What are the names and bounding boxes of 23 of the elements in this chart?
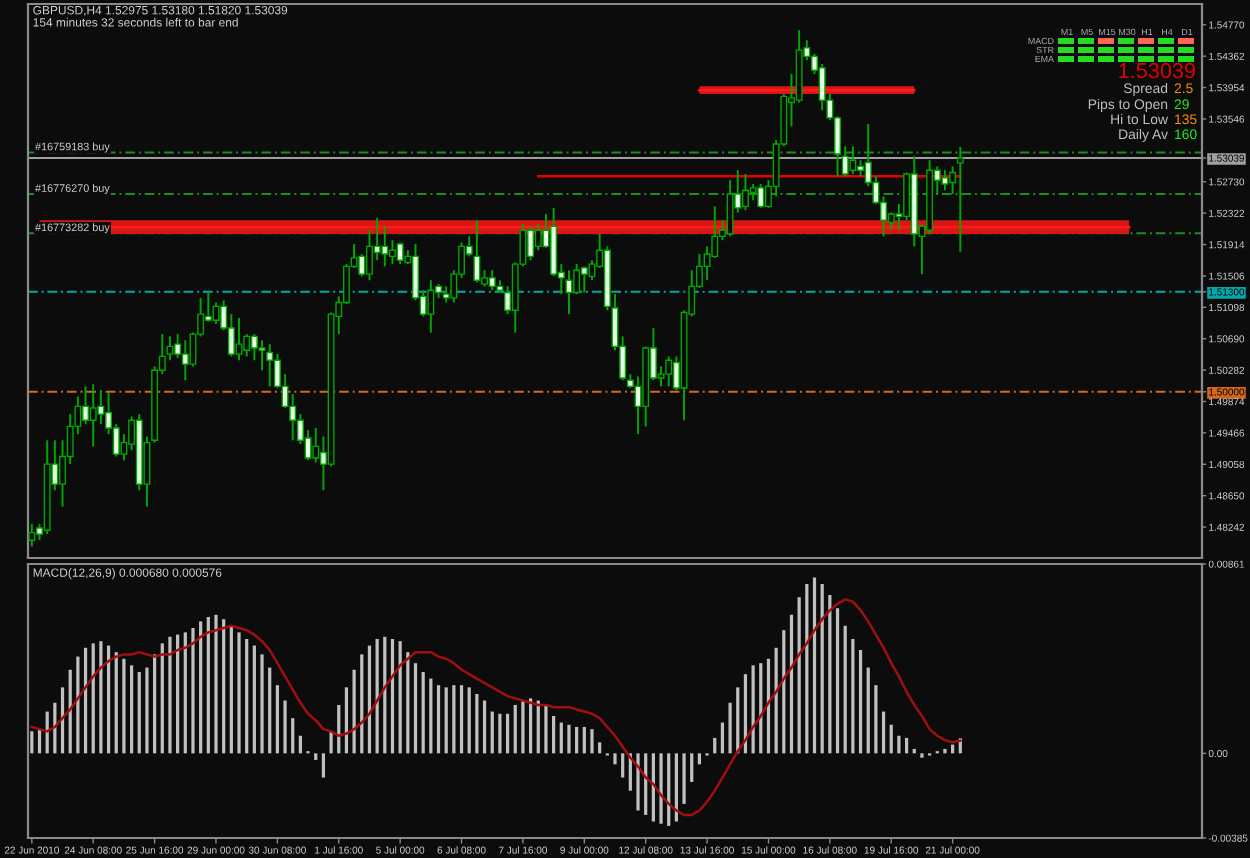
candlestick xyxy=(534,223,542,252)
candlestick xyxy=(258,339,266,372)
candlestick xyxy=(665,355,673,388)
candlestick xyxy=(941,169,949,192)
candlestick xyxy=(757,183,765,209)
candlestick xyxy=(580,265,588,294)
candlestick xyxy=(427,279,435,334)
candlestick xyxy=(89,383,97,448)
candlestick xyxy=(381,225,389,268)
candlestick xyxy=(473,219,481,284)
candlestick xyxy=(488,269,496,292)
candlestick xyxy=(849,145,857,176)
candlestick xyxy=(818,63,826,112)
candlestick xyxy=(181,339,189,382)
candlestick xyxy=(956,146,964,253)
line-series xyxy=(30,598,962,817)
annotation: 1.53039 xyxy=(1119,62,1195,79)
candlestick xyxy=(250,333,258,362)
candlestick xyxy=(741,173,749,212)
candlestick xyxy=(28,523,36,548)
candlestick xyxy=(235,316,243,362)
candlestick xyxy=(266,343,274,388)
candlestick xyxy=(527,225,535,262)
